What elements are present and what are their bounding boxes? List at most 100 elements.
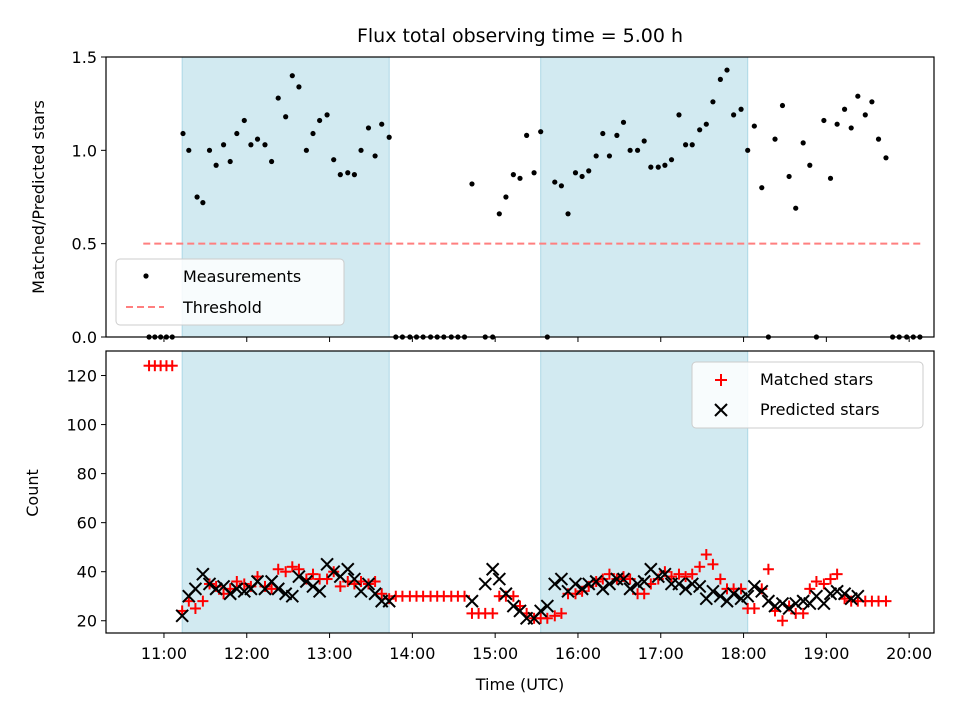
measurement-point	[220, 142, 227, 148]
measurement-point	[310, 130, 316, 137]
predicted-star-point	[230, 582, 244, 596]
x-tick-label: 15:00	[472, 644, 518, 663]
ratio-axes-frame	[105, 56, 935, 338]
predicted-star-point	[209, 582, 223, 596]
predicted-star-point	[596, 582, 610, 596]
ratio-y-axis-label: Matched/Predicted stars	[29, 100, 48, 294]
predicted-star-point	[478, 577, 492, 591]
predicted-star-point	[851, 589, 865, 603]
predicted-star-point	[285, 589, 300, 603]
matched-star-point	[197, 595, 209, 607]
measurement-point	[186, 147, 192, 153]
matched-star-point	[797, 607, 809, 619]
measurement-point	[724, 67, 730, 73]
x-tick-label: 12:00	[224, 644, 270, 663]
measurement-point	[358, 147, 364, 153]
measurement-point	[648, 164, 654, 170]
matched-star-point	[293, 563, 305, 575]
measurement-point	[345, 170, 351, 176]
x-tick-label: 20:00	[886, 644, 932, 663]
measurement-point	[627, 147, 633, 153]
y-tick-label: 120	[66, 367, 97, 386]
predicted-star-point	[713, 589, 728, 603]
measurement-point	[593, 153, 599, 159]
measurement-point	[331, 157, 337, 163]
count-legend: Matched stars Predicted stars	[691, 361, 924, 429]
measurement-point	[531, 170, 537, 176]
measurement-point	[745, 147, 751, 153]
measurement-point	[793, 205, 799, 211]
measurement-point	[875, 136, 882, 142]
y-tick-label: 1.0	[72, 141, 97, 160]
matched-star-point	[280, 566, 292, 578]
predicted-star-point	[582, 577, 596, 591]
measurement-point	[668, 157, 675, 163]
measurement-point	[517, 175, 523, 181]
predicted-star-point	[775, 596, 790, 611]
predicted-star-point	[658, 567, 672, 581]
matched-star-point	[376, 588, 388, 600]
predicted-star-point	[637, 574, 651, 589]
measurement-point	[538, 129, 544, 135]
measurement-point	[883, 155, 889, 161]
x-tick-label: 18:00	[721, 644, 767, 663]
measurement-point	[772, 136, 778, 142]
measurement-point	[194, 194, 200, 200]
predicted-star-point	[706, 584, 720, 599]
matched-star-point	[555, 607, 567, 619]
predicted-star-point	[292, 569, 306, 584]
y-tick-label: 20	[77, 612, 97, 631]
x-tick-label: 13:00	[307, 644, 353, 663]
matched-star-point	[334, 580, 346, 592]
measurement-point	[386, 134, 392, 140]
predicted-star-point	[568, 577, 583, 591]
measurement-point	[834, 121, 840, 127]
matched-star-point	[880, 595, 892, 607]
predicted-star-point	[830, 584, 844, 599]
matched-star-point	[549, 610, 561, 622]
x-tick-label: 19:00	[803, 644, 849, 663]
matched-star-point	[804, 583, 816, 595]
matched-star-point	[714, 573, 726, 585]
ratio-y-ticks: 0.0 0.5 1.0 1.5	[72, 48, 106, 347]
measurement-point	[738, 106, 744, 112]
measurement-point	[786, 173, 792, 180]
count-panel: 20 40 60 80 100 120 11:00 12:00 13:00 14:00 15:00…	[23, 350, 935, 694]
matched-star-point	[831, 568, 843, 580]
predicted-star-point	[575, 582, 589, 596]
x-tick-label: 16:00	[555, 644, 601, 663]
predicted-star-point	[623, 582, 637, 596]
measurement-point	[703, 121, 709, 127]
threshold-legend-label: Threshold	[182, 298, 262, 317]
measurement-point	[710, 99, 716, 105]
matched-star-point	[272, 563, 284, 575]
matched-star-point	[818, 578, 830, 590]
predicted-star-point	[485, 562, 500, 576]
measurement-point	[676, 112, 682, 118]
predicted-star-point	[755, 584, 769, 599]
shaded-band-2	[540, 56, 749, 338]
measurement-point	[289, 73, 295, 79]
measurement-point	[337, 172, 343, 178]
predicted-star-point	[692, 579, 707, 594]
chart-title: Flux total observing time = 5.00 h	[357, 25, 683, 47]
measurement-point	[324, 112, 330, 118]
measurement-point	[262, 142, 268, 148]
measurement-point	[213, 162, 219, 168]
predicted-star-point	[499, 587, 513, 601]
predicted-star-point	[382, 594, 396, 608]
measurement-point	[206, 147, 213, 153]
predicted-star-point	[672, 577, 686, 591]
predicted-star-point	[817, 596, 831, 611]
y-tick-label: 0.0	[72, 328, 97, 347]
x-tick-label: 11:00	[141, 644, 187, 663]
count-y-axis-label: Count	[23, 469, 42, 517]
ratio-plot-area	[143, 67, 923, 340]
measurement-point	[759, 185, 765, 191]
predicted-star-point	[789, 596, 803, 611]
measurement-point	[572, 170, 579, 176]
measurement-point	[586, 168, 592, 174]
predicted-star-point	[726, 587, 741, 601]
measurement-point	[717, 76, 723, 82]
measurement-point	[269, 158, 275, 165]
